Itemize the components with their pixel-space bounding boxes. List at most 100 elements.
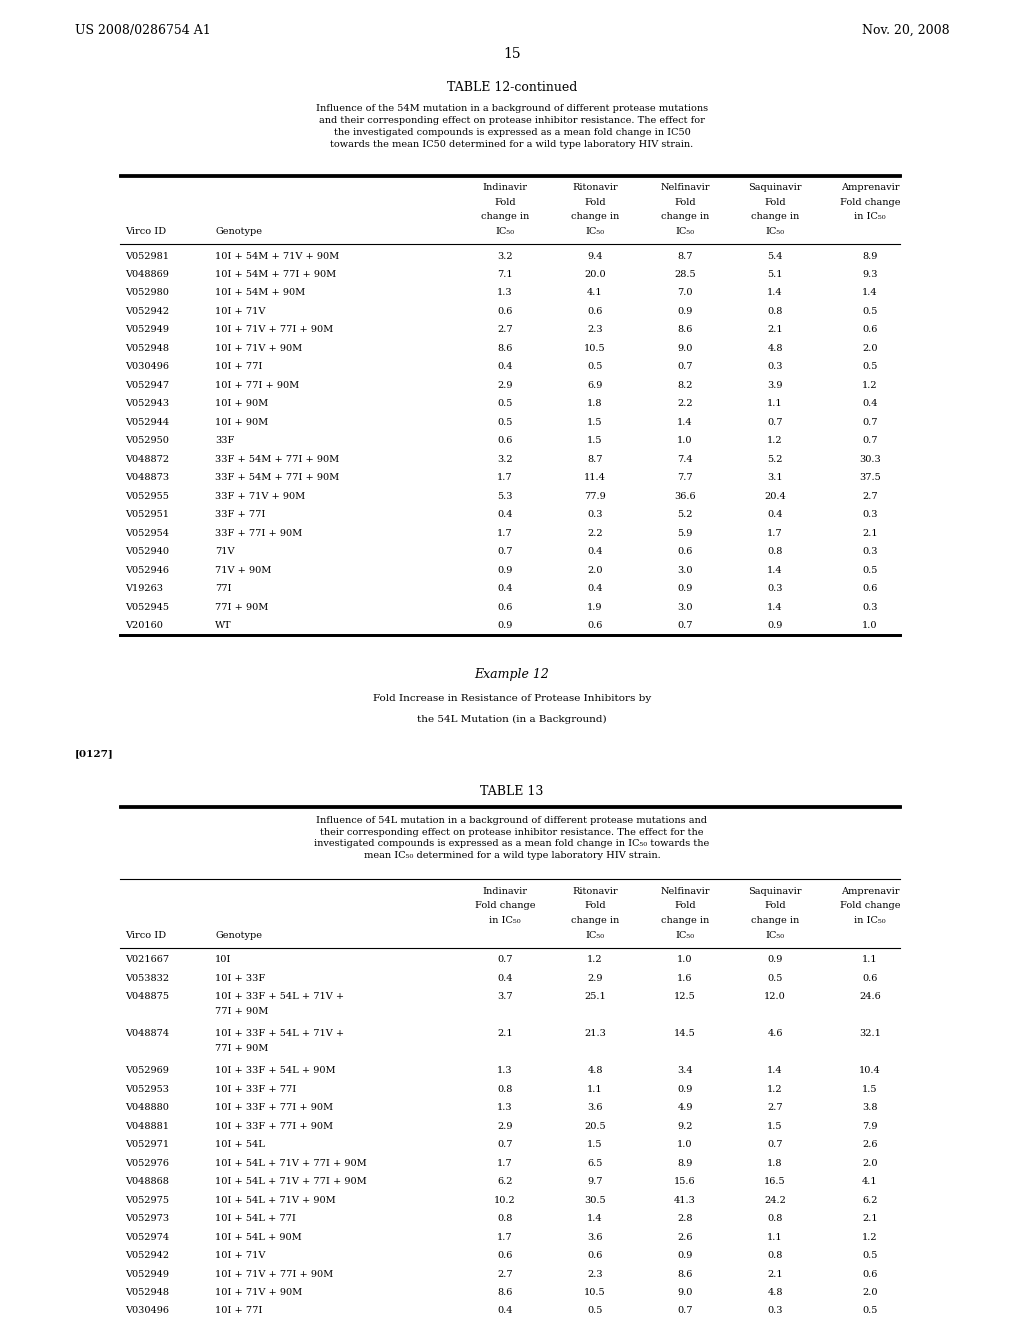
Text: V053832: V053832 [125,974,169,983]
Text: Fold: Fold [674,902,696,911]
Text: 77I + 90M: 77I + 90M [215,1007,268,1016]
Text: 0.6: 0.6 [588,308,603,315]
Text: 2.9: 2.9 [498,1122,513,1131]
Text: 32.1: 32.1 [859,1030,881,1039]
Text: V048872: V048872 [125,455,169,463]
Text: 24.6: 24.6 [859,993,881,1002]
Text: Fold change: Fold change [840,902,900,911]
Text: 5.2: 5.2 [767,455,782,463]
Text: V052944: V052944 [125,418,169,426]
Text: Genotype: Genotype [215,931,262,940]
Text: 37.5: 37.5 [859,474,881,482]
Text: 0.7: 0.7 [767,418,782,426]
Text: 25.1: 25.1 [584,993,606,1002]
Text: 9.2: 9.2 [677,1122,693,1131]
Text: 10I + 90M: 10I + 90M [215,418,268,426]
Text: Nelfinavir: Nelfinavir [660,887,710,896]
Text: 1.1: 1.1 [587,1085,603,1094]
Text: 0.5: 0.5 [498,418,513,426]
Text: change in: change in [660,916,710,925]
Text: 10I + 71V: 10I + 71V [215,1251,265,1261]
Text: 4.9: 4.9 [677,1104,693,1113]
Text: 2.0: 2.0 [862,1288,878,1298]
Text: 1.1: 1.1 [862,956,878,965]
Text: Influence of the 54M mutation in a background of different protease mutations
an: Influence of the 54M mutation in a backg… [316,104,708,149]
Text: 2.1: 2.1 [767,326,782,334]
Text: Saquinavir: Saquinavir [749,887,802,896]
Text: V052976: V052976 [125,1159,169,1168]
Text: 7.9: 7.9 [862,1122,878,1131]
Text: V052948: V052948 [125,345,169,352]
Text: 10I + 33F + 54L + 90M: 10I + 33F + 54L + 90M [215,1067,336,1076]
Text: 0.3: 0.3 [767,583,782,593]
Text: change in: change in [570,213,620,222]
Text: 10.4: 10.4 [859,1067,881,1076]
Text: 0.6: 0.6 [588,620,603,630]
Text: 30.5: 30.5 [584,1196,606,1205]
Text: 7.1: 7.1 [498,271,513,279]
Text: 0.5: 0.5 [498,400,513,408]
Text: 1.6: 1.6 [677,974,693,983]
Text: Fold: Fold [584,902,606,911]
Text: 30.3: 30.3 [859,455,881,463]
Text: Fold: Fold [764,198,785,206]
Text: 8.7: 8.7 [677,252,693,260]
Text: 1.2: 1.2 [767,437,782,445]
Text: 9.0: 9.0 [677,345,692,352]
Text: 2.1: 2.1 [498,1030,513,1039]
Text: 3.2: 3.2 [498,252,513,260]
Text: in IC₅₀: in IC₅₀ [854,916,886,925]
Text: 1.5: 1.5 [587,437,603,445]
Text: 2.6: 2.6 [862,1140,878,1150]
Text: Fold: Fold [495,198,516,206]
Text: V052948: V052948 [125,1288,169,1298]
Text: 10I + 54M + 77I + 90M: 10I + 54M + 77I + 90M [215,271,336,279]
Text: 0.5: 0.5 [588,1307,603,1316]
Text: V048868: V048868 [125,1177,169,1187]
Text: 9.4: 9.4 [587,252,603,260]
Text: 0.3: 0.3 [862,510,878,519]
Text: 7.4: 7.4 [677,455,693,463]
Text: 28.5: 28.5 [674,271,696,279]
Text: 10I + 90M: 10I + 90M [215,400,268,408]
Text: 8.6: 8.6 [677,326,692,334]
Text: 1.8: 1.8 [587,400,603,408]
Text: 0.4: 0.4 [498,583,513,593]
Text: 0.9: 0.9 [677,583,692,593]
Text: 7.0: 7.0 [677,289,693,297]
Text: 0.4: 0.4 [498,974,513,983]
Text: Virco ID: Virco ID [125,931,166,940]
Text: 6.2: 6.2 [498,1177,513,1187]
Text: 3.0: 3.0 [677,602,693,611]
Text: Example 12: Example 12 [474,668,550,681]
Text: Ritonavir: Ritonavir [572,887,617,896]
Text: IC₅₀: IC₅₀ [765,931,784,940]
Text: 10I + 71V + 77I + 90M: 10I + 71V + 77I + 90M [215,1270,333,1279]
Text: 1.2: 1.2 [862,1233,878,1242]
Text: 0.3: 0.3 [767,363,782,371]
Text: V048875: V048875 [125,993,169,1002]
Text: Fold: Fold [674,198,696,206]
Text: 6.9: 6.9 [588,381,603,389]
Text: 6.5: 6.5 [588,1159,603,1168]
Text: IC₅₀: IC₅₀ [586,931,604,940]
Text: 0.5: 0.5 [862,565,878,574]
Text: V052946: V052946 [125,565,169,574]
Text: 4.8: 4.8 [587,1067,603,1076]
Text: 4.8: 4.8 [767,345,782,352]
Text: V030496: V030496 [125,1307,169,1316]
Text: 10I + 54L + 77I: 10I + 54L + 77I [215,1214,296,1224]
Text: in IC₅₀: in IC₅₀ [489,916,521,925]
Text: 7.7: 7.7 [677,474,693,482]
Text: 0.7: 0.7 [498,956,513,965]
Text: 1.5: 1.5 [587,418,603,426]
Text: 0.8: 0.8 [498,1085,513,1094]
Text: V052980: V052980 [125,289,169,297]
Text: 1.4: 1.4 [587,1214,603,1224]
Text: V052947: V052947 [125,381,169,389]
Text: Indinavir: Indinavir [482,887,527,896]
Text: V19263: V19263 [125,583,163,593]
Text: 0.6: 0.6 [498,1251,513,1261]
Text: 0.9: 0.9 [677,1251,692,1261]
Text: V048874: V048874 [125,1030,169,1039]
